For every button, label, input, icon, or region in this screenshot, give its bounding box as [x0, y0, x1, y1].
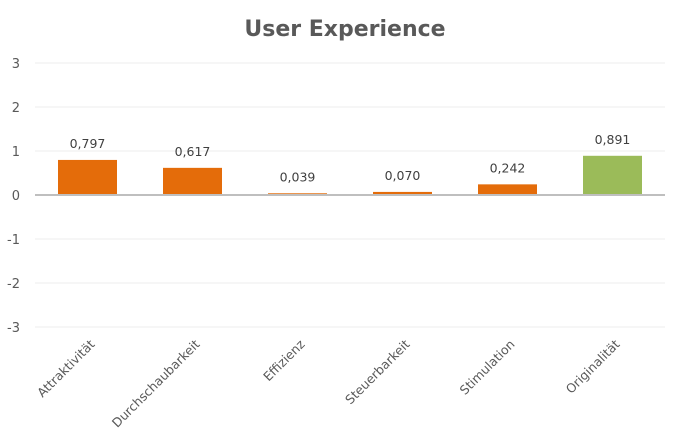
data-label: 0,070 [385, 168, 421, 183]
x-tick-label: Originalität [563, 336, 623, 396]
x-tick-label: Steuerbarkeit [342, 336, 413, 407]
y-tick-label: 2 [12, 101, 20, 116]
y-tick-label: -2 [7, 277, 20, 292]
data-label: 0,617 [175, 144, 211, 159]
data-label: 0,039 [280, 169, 316, 184]
y-tick-label: -1 [7, 233, 20, 248]
y-tick-label: 1 [12, 145, 20, 160]
y-tick-label: 3 [12, 57, 20, 72]
data-label: 0,242 [490, 160, 526, 175]
y-tick-label: 0 [12, 189, 20, 204]
data-label: 0,891 [595, 132, 631, 147]
x-tick-label: Stimulation [456, 337, 517, 398]
chart-title: User Experience [244, 17, 445, 42]
bar [163, 167, 222, 195]
y-tick-label: -3 [7, 321, 20, 336]
bar [58, 159, 117, 195]
x-tick-label: Durchschaubarkeit [109, 336, 203, 430]
x-tick-label: Attraktivität [34, 336, 98, 400]
bar [583, 155, 642, 195]
bar [373, 191, 432, 195]
data-label: 0,797 [70, 136, 106, 151]
bar [478, 184, 537, 195]
x-tick-label: Effizienz [260, 336, 308, 384]
